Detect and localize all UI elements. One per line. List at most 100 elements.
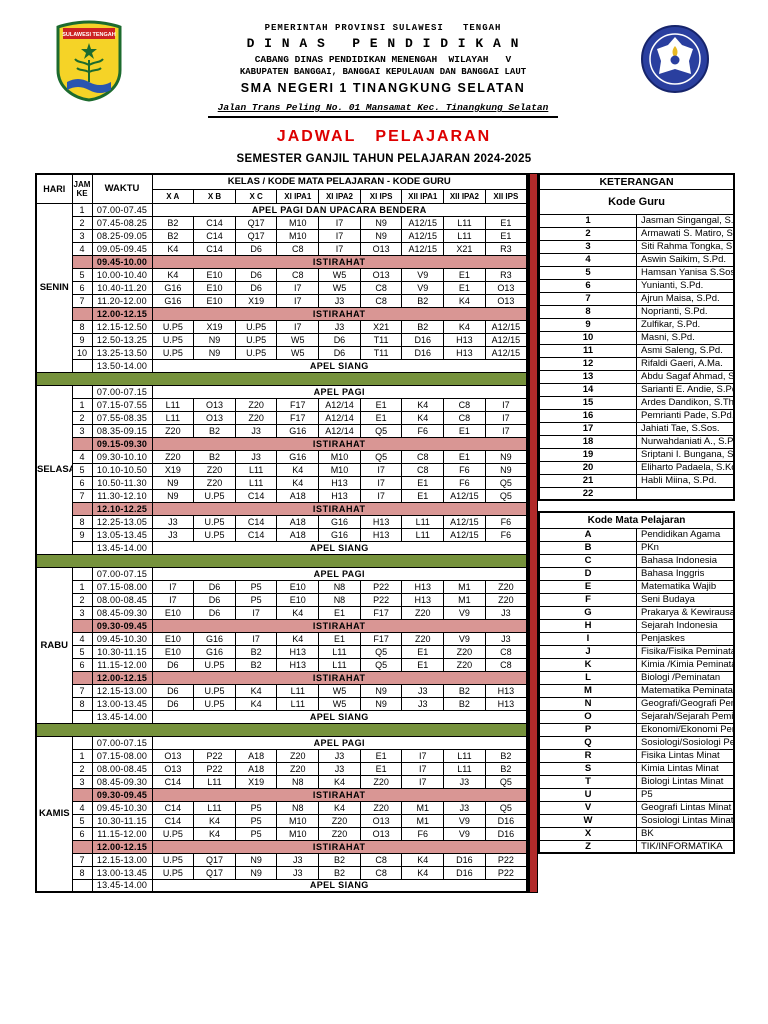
schedule-row: 6 11.15-12.00 D6 U.P5 B2 H13 L11 Q5 E1 Z20 C8 (36, 657, 528, 672)
schedule-row: 09.30-09.45 ISTIRAHAT (36, 787, 528, 802)
subject-cell: F17 (359, 631, 403, 646)
subject-cell: C8 (443, 410, 486, 425)
subject-cell: Z20 (359, 800, 403, 815)
subject-cell: Q17 (234, 228, 278, 243)
subject-cell: H13 (276, 657, 320, 672)
subject-cell: N9 (359, 696, 403, 711)
subject-cell: M10 (276, 228, 320, 243)
break-label: ISTIRAHAT (151, 436, 528, 451)
time-cell: 08.00-08.45 (91, 761, 153, 776)
subject-cell: F6 (401, 423, 445, 438)
guru-name: Jasman Singangal, S.Pd. (636, 213, 735, 228)
subject-cell: I7 (359, 488, 403, 503)
subject-cell: L11 (276, 683, 320, 698)
time-cell: 09.05-09.45 (91, 241, 153, 256)
subject-cell: F17 (276, 397, 320, 412)
time-cell: 12.15-13.00 (91, 852, 153, 867)
assembly-label: APEL SIANG (151, 709, 528, 724)
subject-code: K (538, 657, 637, 672)
subject-cell: N8 (318, 592, 361, 607)
time-cell: 13.05-13.45 (91, 527, 153, 542)
subject-cell: O13 (193, 410, 236, 425)
subject-row: W Sosiologi Lintas Minat (538, 813, 735, 828)
schedule-row: 7 12.15-13.00 U.P5 Q17 N9 J3 B2 C8 K4 D16 P22 (36, 852, 528, 867)
day-label: SENIN (35, 202, 73, 373)
subject-cell: U.P5 (151, 319, 195, 334)
letterhead-line3: CABANG DINAS PENDIDIKAN MENENGAH WILAYAH… (254, 54, 512, 65)
subject-cell: C8 (359, 865, 403, 880)
guru-name: Pemrianti Pade, S.Pd. (636, 408, 735, 423)
subject-name: Geografi Lintas Minat (636, 800, 735, 815)
subject-cell: J3 (401, 696, 445, 711)
period-number-cell: 7 (71, 293, 93, 308)
period-number-cell (71, 709, 93, 724)
period-number-cell: 9 (71, 332, 93, 347)
subject-cell: F17 (359, 605, 403, 620)
time-cell: 11.15-12.00 (91, 826, 153, 841)
subject-cell: W5 (318, 280, 361, 295)
subject-cell: H13 (484, 683, 528, 698)
schedule-row: 12.00-12.15 ISTIRAHAT (36, 306, 528, 321)
subject-cell: E10 (193, 280, 236, 295)
subject-cell: D6 (193, 579, 236, 594)
break-label: ISTIRAHAT (151, 501, 528, 516)
subject-cell: I7 (401, 774, 445, 789)
subject-name: Sosiologi/Sosiologi Peminatan (636, 735, 735, 750)
subject-cell: L11 (443, 215, 486, 230)
subject-cell: L11 (193, 800, 236, 815)
subject-cell: E1 (443, 423, 486, 438)
subject-cell: H13 (318, 475, 361, 490)
subject-cell: N8 (276, 774, 320, 789)
subject-cell: J3 (318, 293, 361, 308)
subject-name: BK (636, 826, 735, 841)
subject-row: J Fisika/Fisika Peminatan (538, 644, 735, 659)
period-number-cell: 6 (71, 657, 93, 672)
period-number-cell: 8 (71, 865, 93, 880)
subject-cell: J3 (234, 449, 278, 464)
subject-name: Sejarah Indonesia (636, 618, 735, 633)
subject-cell: D16 (401, 345, 445, 360)
guru-row: 10 Masni, S.Pd. (538, 330, 735, 345)
guru-number: 9 (538, 317, 637, 332)
subject-cell: A12/15 (484, 345, 528, 360)
subject-cell: Q5 (484, 774, 528, 789)
time-cell: 08.45-09.30 (91, 605, 153, 620)
time-cell: 07.15-08.00 (91, 579, 153, 594)
break-label: ISTIRAHAT (151, 618, 528, 633)
subject-cell: E10 (193, 293, 236, 308)
subject-row: Z TIK/INFORMATIKA (538, 839, 735, 854)
time-cell: 09.45-10.00 (91, 254, 153, 269)
schedule-row: 12.10-12.25 ISTIRAHAT (36, 501, 528, 516)
subject-cell: E10 (151, 605, 195, 620)
subject-cell: K4 (401, 410, 445, 425)
schedule-row: 2 08.00-08.45 O13 P22 A18 Z20 J3 E1 I7 L11 B2 (36, 761, 528, 776)
schedule-row: 13.50-14.00 APEL SIANG (36, 358, 528, 373)
subject-name: Sejarah/Sejarah Peminatan (636, 709, 735, 724)
subject-row: K Kimia /Kimia Peminatan (538, 657, 735, 672)
subject-cell: W5 (318, 267, 361, 282)
subject-cell: E1 (484, 215, 528, 230)
subject-cell: L11 (401, 527, 445, 542)
time-cell: 10.00-10.40 (91, 267, 153, 282)
subject-cell: N9 (193, 332, 236, 347)
subject-cell: C8 (359, 852, 403, 867)
subject-cell: Z20 (484, 579, 528, 594)
guru-name: Asmi Saleng, S.Pd. (636, 343, 735, 358)
schedule-row: 1 07.15-08.00 O13 P22 A18 Z20 J3 E1 I7 L11 B2 (36, 748, 528, 763)
subject-cell: P5 (234, 813, 278, 828)
schedule-row: 7 11.30-12.10 N9 U.P5 C14 A18 H13 I7 E1 A12/15 Q5 (36, 488, 528, 503)
guru-row: 11 Asmi Saleng, S.Pd. (538, 343, 735, 358)
subject-cell: J3 (318, 748, 361, 763)
guru-name: Zulfikar, S.Pd. (636, 317, 735, 332)
subject-cell: K4 (234, 683, 278, 698)
guru-number: 14 (538, 382, 637, 397)
letterhead-line2: D I N A S P E N D I D I K A N (246, 36, 520, 51)
time-cell: 13.00-13.45 (91, 865, 153, 880)
subject-cell: M1 (443, 592, 486, 607)
guru-number: 18 (538, 434, 637, 449)
subject-row: R Fisika Lintas Minat (538, 748, 735, 763)
subject-code: J (538, 644, 637, 659)
subject-code: C (538, 553, 637, 568)
subject-cell: Q17 (193, 865, 236, 880)
